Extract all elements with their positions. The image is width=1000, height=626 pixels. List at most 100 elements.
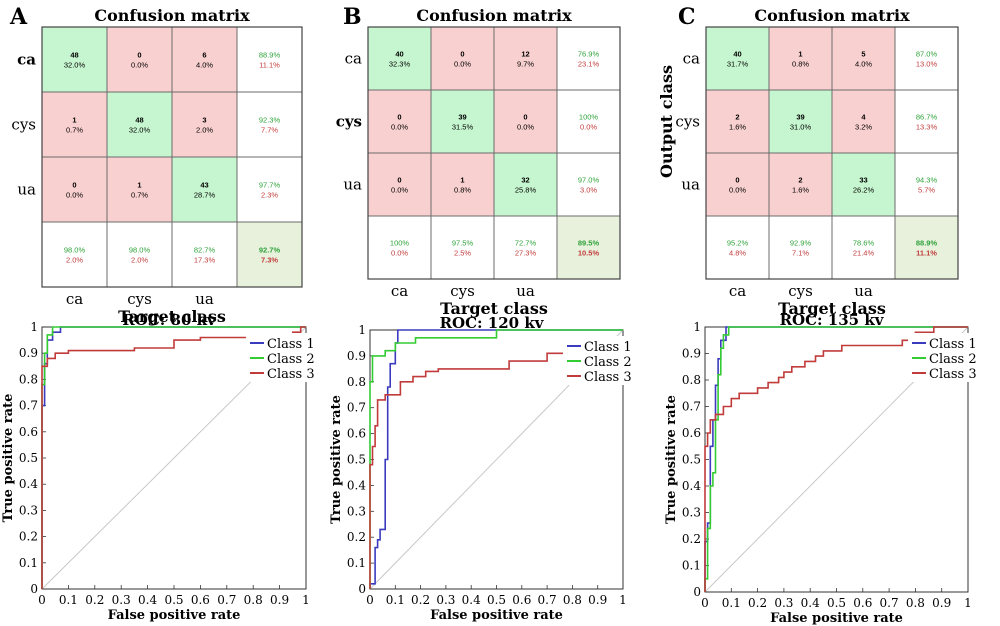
x-tick-label: 0.2 bbox=[411, 593, 430, 607]
cell-percent: 0.0% bbox=[391, 249, 408, 258]
total-accuracy-cell bbox=[894, 215, 959, 280]
y-tick-label: 0.6 bbox=[347, 427, 366, 441]
y-tick-label: 1 bbox=[693, 320, 701, 334]
roc-curve-class-3 bbox=[704, 326, 968, 592]
column-label: ca bbox=[729, 282, 746, 300]
roc-curve-class-2 bbox=[369, 329, 623, 589]
cell-percent: 0.7% bbox=[66, 126, 83, 135]
y-tick-label: 0.2 bbox=[19, 530, 38, 544]
roc-chart: ROC: 120 kv 0 0.1 0.2 0.3 0.4 0.5 0.6 0.7 0.8 0.9 1… bbox=[329, 314, 632, 623]
matrix-cell bbox=[768, 26, 833, 91]
cell-percent: 2.3% bbox=[261, 191, 278, 200]
x-tick-label: 0.7 bbox=[880, 596, 899, 610]
cell-value: 3 bbox=[202, 116, 206, 125]
matrix-border bbox=[367, 26, 621, 280]
cell-value: 92.7% bbox=[259, 246, 281, 255]
x-tick-label: 0.4 bbox=[801, 596, 820, 610]
matrix-border bbox=[41, 26, 303, 288]
cell-percent: 7.7% bbox=[261, 126, 278, 135]
cell-value: 33 bbox=[859, 176, 867, 185]
cell-percent: 13.3% bbox=[916, 123, 938, 132]
y-tick-label: 0.3 bbox=[19, 503, 38, 517]
confusion-matrix-title: Confusion matrix bbox=[416, 6, 572, 25]
cell-percent: 0.0% bbox=[131, 61, 148, 70]
matrix-cell bbox=[41, 91, 108, 158]
legend-label: Class 2 bbox=[929, 352, 977, 367]
cell-value: 89.5% bbox=[578, 239, 600, 248]
cell-percent: 0.0% bbox=[391, 123, 408, 132]
matrix-cell bbox=[171, 26, 238, 93]
y-tick-label: 0.1 bbox=[19, 556, 38, 570]
y-tick-label: 0.5 bbox=[347, 453, 366, 467]
cell-value: 92.9% bbox=[790, 239, 812, 248]
row-summary-cell bbox=[894, 89, 959, 154]
cell-percent: 3.2% bbox=[855, 123, 872, 132]
y-tick-label: 0.7 bbox=[682, 400, 701, 414]
legend-label: Class 1 bbox=[929, 337, 977, 352]
cell-percent: 7.3% bbox=[261, 256, 278, 265]
legend-label: Class 1 bbox=[584, 340, 632, 355]
column-label: ua bbox=[516, 282, 535, 300]
cell-value: 0 bbox=[72, 181, 76, 190]
cell-value: 87.0% bbox=[916, 50, 938, 59]
y-tick-label: 0.3 bbox=[682, 506, 701, 520]
panel-a: A Confusion matrix4832.0%00.0%64.0%88.9%1… bbox=[1, 4, 315, 623]
col-summary-cell bbox=[831, 215, 896, 280]
confusion-matrix-title: Confusion matrix bbox=[754, 6, 910, 25]
y-axis-label: True positive rate bbox=[1, 394, 16, 523]
panel-letter: C bbox=[678, 4, 696, 30]
matrix-cell bbox=[705, 89, 770, 154]
output-class-label: Output class bbox=[657, 65, 676, 178]
x-tick-label: 1 bbox=[619, 593, 627, 607]
cell-value: 6 bbox=[202, 51, 206, 60]
cell-value: 100% bbox=[390, 239, 410, 248]
x-tick-label: 0.8 bbox=[244, 593, 263, 607]
roc-chart: ROC: 80 kv0 0.1 0.2 0.3 0.4 0.5 0.6 0.7 0.8 0.9 10… bbox=[1, 311, 315, 623]
matrix-cell bbox=[493, 89, 558, 154]
cell-percent: 4.8% bbox=[729, 249, 746, 258]
y-axis-label: True positive rate bbox=[329, 395, 344, 524]
total-accuracy-cell bbox=[236, 221, 303, 288]
y-tick-label: 0 bbox=[358, 582, 366, 596]
row-label: ca bbox=[17, 51, 36, 69]
y-tick-label: 0.2 bbox=[347, 530, 366, 544]
x-tick-label: 0.6 bbox=[191, 593, 210, 607]
matrix-cell bbox=[831, 152, 896, 217]
row-summary-cell bbox=[894, 26, 959, 91]
cell-value: 1 bbox=[137, 181, 141, 190]
panel-c: C Confusion matrix4031.7%10.8%54.0%87.0%1… bbox=[657, 4, 977, 626]
cell-percent: 0.0% bbox=[454, 60, 471, 69]
x-tick-label: 0.5 bbox=[827, 596, 846, 610]
cell-percent: 27.3% bbox=[515, 249, 537, 258]
confusion-matrix-title: Confusion matrix bbox=[94, 6, 250, 25]
cell-value: 97.0% bbox=[578, 176, 600, 185]
target-class-label: Target class bbox=[118, 307, 226, 326]
cell-percent: 31.5% bbox=[452, 123, 474, 132]
cell-percent: 0.0% bbox=[729, 186, 746, 195]
y-tick-label: 0.5 bbox=[19, 451, 38, 465]
x-axis-label: False positive rate bbox=[108, 608, 241, 623]
row-label: cys bbox=[11, 116, 36, 134]
column-label: cys bbox=[450, 282, 475, 300]
cell-percent: 32.3% bbox=[389, 60, 411, 69]
cell-value: 0 bbox=[137, 51, 141, 60]
row-summary-cell bbox=[556, 89, 621, 154]
roc-curve-class-2 bbox=[41, 326, 306, 589]
cell-percent: 2.0% bbox=[66, 256, 83, 265]
cell-value: 94.3% bbox=[916, 176, 938, 185]
row-label: ca bbox=[683, 50, 700, 68]
y-tick-label: 0.1 bbox=[347, 556, 366, 570]
x-tick-label: 0.3 bbox=[112, 593, 131, 607]
x-tick-label: 0.1 bbox=[386, 593, 405, 607]
y-tick-label: 0.9 bbox=[682, 347, 701, 361]
cell-value: 72.7% bbox=[515, 239, 537, 248]
cell-percent: 21.4% bbox=[853, 249, 875, 258]
matrix-cell bbox=[430, 89, 495, 154]
cell-percent: 0.8% bbox=[454, 186, 471, 195]
y-tick-label: 0.4 bbox=[347, 478, 366, 492]
cell-percent: 0.0% bbox=[580, 123, 597, 132]
matrix-cell bbox=[493, 26, 558, 91]
row-summary-cell bbox=[236, 156, 303, 223]
